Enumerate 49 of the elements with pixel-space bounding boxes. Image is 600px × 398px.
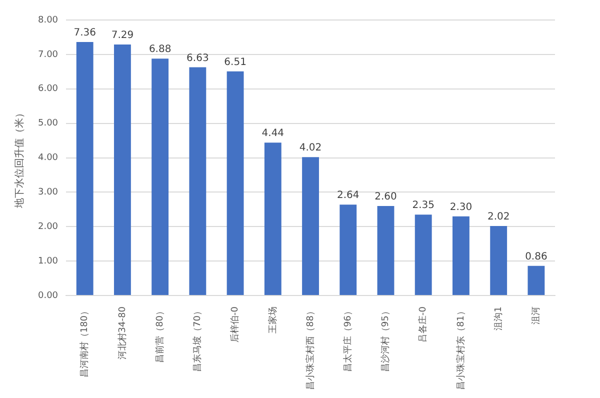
bar (114, 44, 131, 296)
y-tick-label: 1.00 (38, 256, 58, 266)
x-tick-label: 昌沙河村（95） (380, 306, 392, 372)
x-tick-label: 昌小珠宝村东（81） (455, 306, 466, 390)
bar (340, 204, 357, 296)
x-tick-label: 昌前营（80） (154, 306, 166, 363)
x-tick-label: 昌太平庄（96） (342, 306, 354, 372)
y-tick-label: 2.00 (38, 222, 58, 232)
bar (226, 71, 244, 296)
bar (414, 214, 432, 296)
y-axis-title: 地下水位回升值（米） (14, 108, 26, 209)
x-tick-label: 河北村34-80 (116, 306, 128, 360)
data-label: 2.30 (450, 202, 472, 213)
data-label: 6.88 (148, 44, 172, 56)
x-tick-label: 后梓伯-0 (230, 306, 241, 343)
y-tick-label: 4.00 (38, 153, 58, 164)
y-tick-label: 5.00 (38, 118, 58, 129)
y-tick-label: 3.00 (38, 188, 58, 198)
data-label: 4.02 (299, 142, 322, 154)
x-tick-label: 昌河南村（180） (79, 306, 90, 378)
x-tick-label: 沮河 (530, 306, 542, 325)
x-tick-label: 沮沟1 (492, 306, 504, 330)
y-tick-label: 7.00 (38, 50, 58, 60)
data-label: 6.51 (224, 56, 246, 68)
bar (264, 142, 282, 296)
y-tick-label: 8.00 (38, 15, 58, 26)
bar (377, 206, 394, 296)
x-tick-label: 昌东马坡（70） (192, 306, 204, 372)
bar (302, 157, 319, 296)
y-tick-label: 0.00 (38, 290, 58, 301)
data-label: 2.64 (337, 190, 360, 202)
data-label: 2.60 (374, 192, 397, 203)
bar (528, 266, 545, 296)
data-label: 0.86 (525, 252, 548, 263)
data-label: 2.02 (487, 212, 510, 223)
bar (452, 216, 470, 296)
data-label: 6.63 (186, 52, 209, 64)
bar (152, 58, 169, 296)
x-tick-label: 吕各庄-0 (418, 306, 429, 343)
data-label: 2.35 (412, 200, 434, 212)
x-tick-label: 昌小珠宝村西（88） (304, 306, 316, 390)
bar (76, 42, 94, 296)
y-tick-label: 6.00 (38, 84, 58, 94)
bar (189, 67, 206, 296)
bar (490, 226, 508, 296)
data-label: 4.44 (262, 128, 284, 140)
data-label: 7.36 (74, 28, 96, 39)
data-label: 7.29 (111, 30, 134, 42)
x-tick-label: 王家场 (267, 306, 278, 334)
